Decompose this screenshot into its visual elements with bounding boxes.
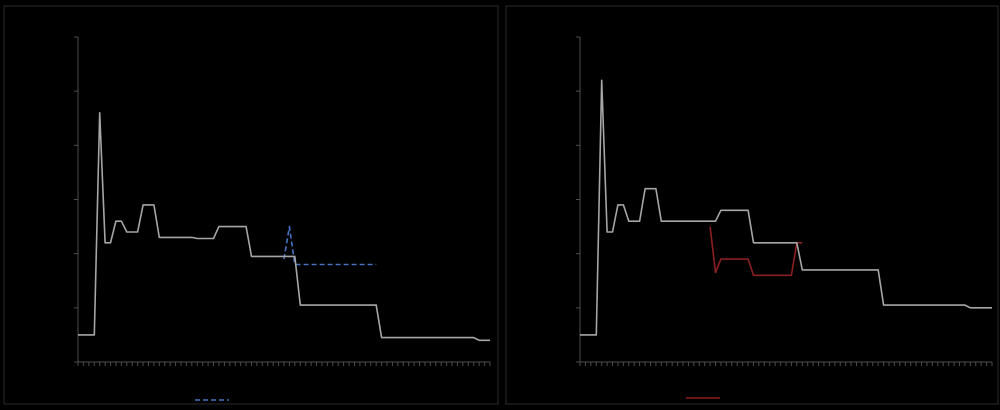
chart-right — [576, 36, 993, 399]
series-line-gray-series — [78, 112, 490, 342]
series-line-red-series — [709, 226, 803, 277]
chart-left — [74, 36, 491, 401]
series-line-gray-series — [580, 79, 992, 336]
series-line-blue-series — [283, 225, 377, 266]
chart-right-frame — [505, 5, 999, 405]
